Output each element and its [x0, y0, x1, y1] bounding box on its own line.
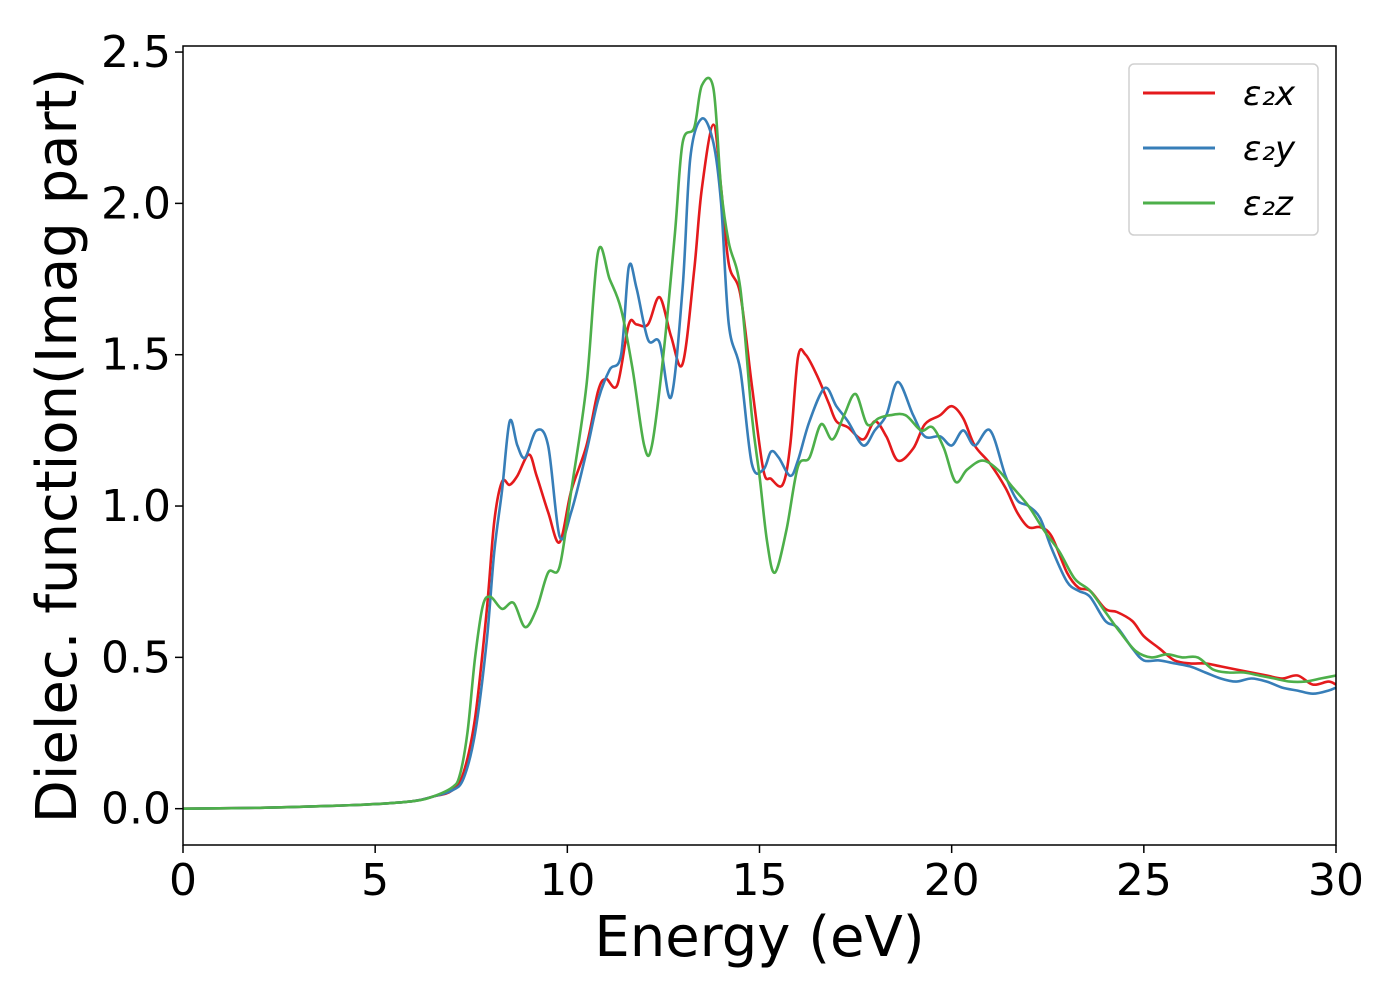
x-tick-label: 0 — [169, 855, 197, 906]
x-tick-label: 20 — [924, 855, 980, 906]
x-tick-label: 30 — [1308, 855, 1364, 906]
y-tick-label: 1.5 — [101, 330, 171, 381]
legend: ε₂x ε₂y ε₂z — [1128, 63, 1319, 236]
series-layer — [183, 76, 1336, 810]
y-tick-label: 2.5 — [101, 27, 171, 78]
y-axis: 0.0 0.5 1.0 1.5 2.0 2.5 — [101, 27, 183, 835]
series-line-0 — [183, 123, 1336, 810]
y-axis-title: Dielec. function(Imag part) — [25, 68, 90, 824]
y-tick-label: 0.0 — [101, 784, 171, 835]
legend-label-1: ε₂y — [1243, 129, 1296, 169]
x-tick-label: 5 — [361, 855, 389, 906]
series-line-2 — [183, 76, 1336, 810]
x-tick-label: 25 — [1116, 855, 1172, 906]
legend-label-2: ε₂z — [1243, 184, 1294, 224]
y-tick-label: 0.5 — [101, 632, 171, 683]
x-axis: 0 5 10 15 20 25 30 — [169, 845, 1364, 906]
legend-box — [1128, 63, 1319, 236]
y-tick-label: 2.0 — [101, 178, 171, 229]
legend-label-0: ε₂x — [1243, 74, 1296, 114]
x-tick-label: 10 — [539, 855, 595, 906]
x-tick-label: 15 — [732, 855, 788, 906]
y-tick-label: 1.0 — [101, 481, 171, 532]
x-axis-title: Energy (eV) — [594, 905, 924, 970]
